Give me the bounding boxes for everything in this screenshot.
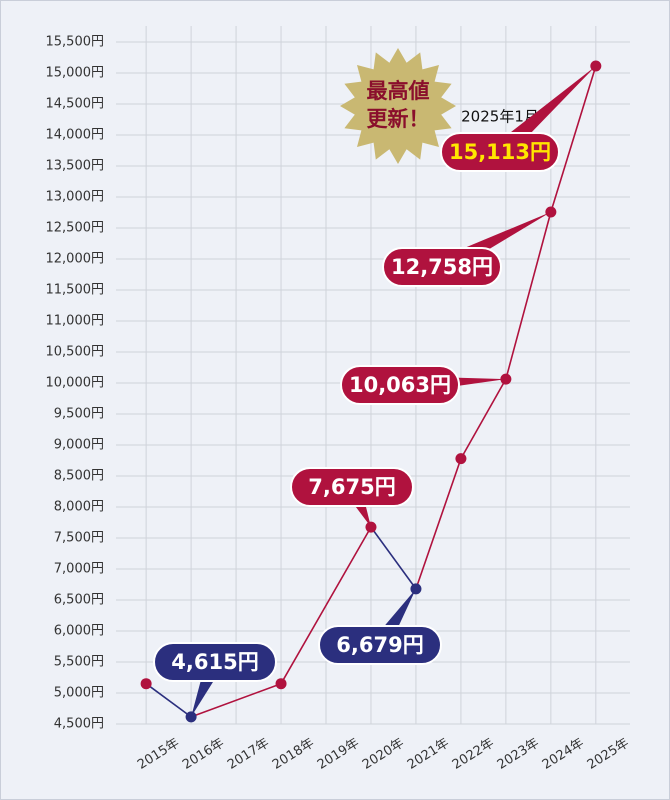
y-tick-label: 13,000円 bbox=[46, 190, 105, 205]
line-segment bbox=[505, 211, 552, 380]
y-tick-label: 5,000円 bbox=[54, 686, 104, 701]
line-segment bbox=[415, 458, 462, 590]
value-label: 7,675円 bbox=[308, 475, 395, 499]
y-tick-label: 6,500円 bbox=[54, 593, 104, 608]
badge-line: 最高値 bbox=[367, 79, 430, 103]
y-tick-label: 15,500円 bbox=[46, 35, 105, 50]
y-tick-label: 11,500円 bbox=[46, 283, 105, 298]
y-tick-label: 10,000円 bbox=[46, 376, 105, 391]
y-tick-label: 15,000円 bbox=[46, 66, 105, 81]
point bbox=[455, 453, 467, 465]
line-segment bbox=[370, 526, 417, 590]
badge-burst bbox=[340, 48, 456, 164]
y-tick-label: 11,000円 bbox=[46, 314, 105, 329]
line-segment bbox=[550, 65, 597, 213]
y-tick-label: 9,500円 bbox=[54, 407, 104, 422]
point bbox=[275, 678, 287, 690]
y-tick-label: 14,500円 bbox=[46, 97, 105, 112]
value-label: 10,063円 bbox=[349, 373, 451, 397]
line-segment bbox=[190, 682, 282, 718]
y-tick-label: 13,500円 bbox=[46, 159, 105, 174]
line-segment bbox=[280, 526, 372, 685]
y-tick-label: 10,500円 bbox=[46, 345, 105, 360]
y-tick-label: 4,500円 bbox=[54, 717, 104, 732]
callout-box bbox=[153, 642, 277, 682]
y-tick-label: 8,500円 bbox=[54, 469, 104, 484]
y-tick-label: 6,000円 bbox=[54, 624, 104, 639]
callout-box bbox=[318, 625, 442, 665]
date-annotation: 2025年1月 bbox=[461, 108, 539, 126]
callout-box bbox=[290, 467, 414, 507]
badge-line: 更新！ bbox=[367, 107, 430, 131]
value-label: 6,679円 bbox=[336, 633, 423, 657]
line-segment bbox=[460, 378, 507, 460]
callout-box bbox=[440, 132, 560, 172]
y-tick-label: 7,000円 bbox=[54, 562, 104, 577]
y-tick-label: 12,000円 bbox=[46, 252, 105, 267]
value-label: 4,615円 bbox=[171, 650, 258, 674]
y-tick-label: 8,000円 bbox=[54, 500, 104, 515]
y-tick-label: 5,500円 bbox=[54, 655, 104, 670]
y-tick-label: 12,500円 bbox=[46, 221, 105, 236]
value-label: 12,758円 bbox=[391, 255, 493, 279]
point bbox=[140, 678, 152, 690]
y-tick-label: 14,000円 bbox=[46, 128, 105, 143]
line-segment bbox=[145, 683, 192, 718]
callout-box bbox=[382, 247, 502, 287]
callout-box bbox=[340, 365, 460, 405]
y-tick-label: 7,500円 bbox=[54, 531, 104, 546]
value-label: 15,113円 bbox=[449, 140, 551, 164]
y-tick-label: 9,000円 bbox=[54, 438, 104, 453]
